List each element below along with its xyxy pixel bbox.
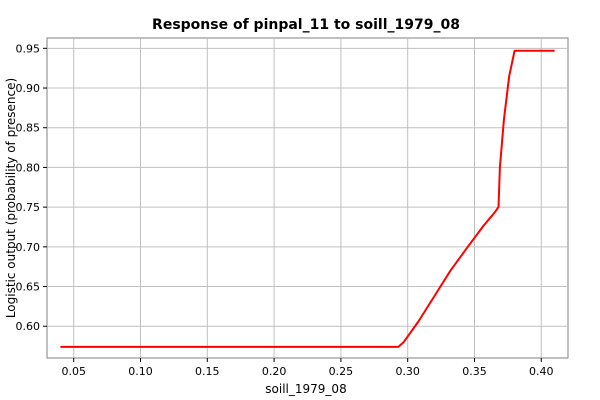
y-tick-label-5: 0.85 — [16, 122, 41, 135]
x-tick-label-3: 0.20 — [262, 365, 287, 378]
x-tick-label-7: 0.40 — [529, 365, 554, 378]
y-tick-label-0: 0.60 — [16, 320, 41, 333]
x-tick-label-2: 0.15 — [195, 365, 220, 378]
y-tick-label-7: 0.95 — [16, 42, 41, 55]
y-tick-label-1: 0.65 — [16, 281, 41, 294]
x-tick-label-6: 0.35 — [462, 365, 487, 378]
plot-area — [46, 37, 569, 359]
chart-title: Response of pinpal_11 to soill_1979_08 — [152, 17, 460, 33]
x-axis: 0.05 0.10 0.15 0.20 0.25 0.30 0.35 0.40 — [61, 358, 554, 378]
y-axis: 0.60 0.65 0.70 0.75 0.80 0.85 0.90 0.95 — [16, 42, 47, 333]
y-tick-label-2: 0.70 — [16, 241, 41, 254]
y-axis-label: Logistic output (probability of presence… — [4, 78, 18, 318]
y-tick-label-4: 0.80 — [16, 161, 41, 174]
x-tick-label-4: 0.25 — [329, 365, 354, 378]
y-tick-label-3: 0.75 — [16, 201, 41, 214]
x-tick-label-5: 0.30 — [395, 365, 420, 378]
response-curve — [60, 49, 555, 348]
x-axis-label: soill_1979_08 — [265, 382, 346, 396]
x-tick-label-1: 0.10 — [128, 365, 153, 378]
grid-lines — [47, 38, 568, 358]
y-tick-label-6: 0.90 — [16, 82, 41, 95]
x-tick-label-0: 0.05 — [61, 365, 86, 378]
